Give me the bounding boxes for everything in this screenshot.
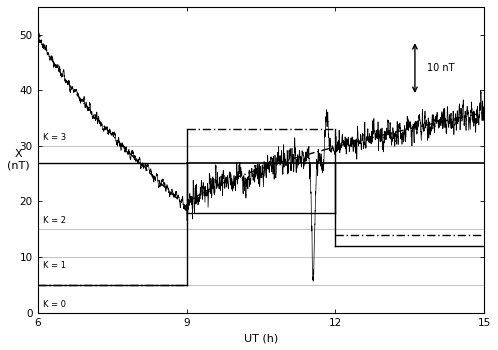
Text: K = 0: K = 0 xyxy=(43,300,66,309)
Text: 10 nT: 10 nT xyxy=(427,63,455,73)
Y-axis label: X
(nT): X (nT) xyxy=(7,149,29,170)
Text: K = 1: K = 1 xyxy=(43,261,66,270)
Text: K = 3: K = 3 xyxy=(43,133,66,142)
Text: K = 2: K = 2 xyxy=(43,216,66,225)
X-axis label: UT (h): UT (h) xyxy=(244,333,278,343)
